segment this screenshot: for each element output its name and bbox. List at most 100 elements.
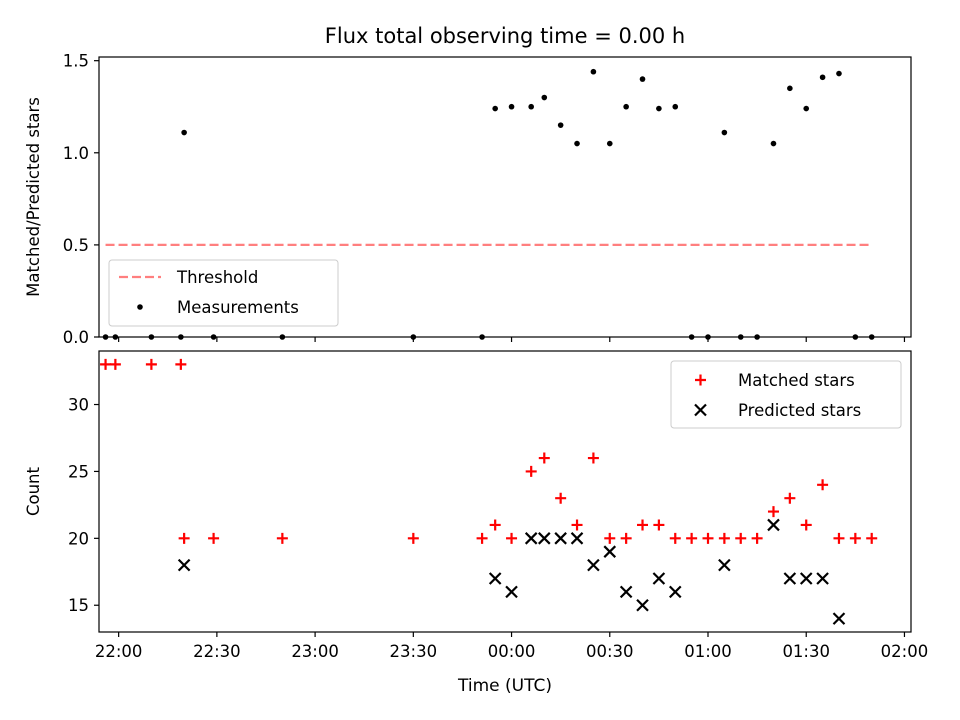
- matched-star-point: [800, 519, 812, 531]
- predicted-star-point: [718, 558, 731, 572]
- measurement-point: [102, 334, 109, 340]
- series-predicted-stars: [177, 518, 846, 625]
- matched-star-point: [735, 532, 747, 544]
- x-tick-label: 00:30: [586, 642, 634, 661]
- x-tick-label: 02:00: [881, 642, 929, 661]
- measurement-point: [836, 70, 842, 77]
- matched-star-point: [686, 532, 698, 544]
- predicted-star-point: [587, 558, 600, 572]
- y-tick-label: 0.0: [63, 328, 89, 347]
- predicted-star-point: [767, 518, 780, 532]
- predicted-star-point: [538, 532, 551, 545]
- predicted-star-point: [488, 572, 502, 585]
- y-tick-label: 20: [68, 529, 89, 548]
- y-tick-label: 30: [68, 396, 89, 415]
- matched-star-point: [817, 479, 829, 491]
- predicted-star-point: [177, 558, 191, 572]
- legend-predicted-label: Predicted stars: [738, 401, 861, 420]
- measurement-point: [112, 334, 119, 340]
- matched-star-point: [407, 532, 419, 544]
- predicted-star-point: [570, 532, 584, 545]
- y-tick-label: 25: [68, 462, 89, 481]
- matched-star-point: [178, 532, 190, 544]
- axes-frame: [98, 56, 912, 338]
- matched-star-point: [175, 358, 187, 370]
- legend-measurements-swatch: [137, 304, 143, 310]
- matched-star-point: [145, 358, 157, 370]
- matched-star-point: [100, 358, 112, 370]
- legend: Matched stars Predicted stars: [670, 360, 902, 429]
- measurement-point: [688, 334, 695, 340]
- legend-box: [108, 259, 339, 327]
- matched-star-point: [571, 519, 583, 531]
- matched-star-point: [751, 532, 763, 544]
- measurement-point: [479, 334, 485, 340]
- measurement-point: [410, 334, 417, 340]
- top-panel: 0.0 0.5 1.0 1.5 Matched/Predicted stars Thres…: [24, 52, 912, 347]
- measurement-point: [754, 334, 760, 340]
- x-tick-label: 22:00: [95, 642, 143, 661]
- x-tick-label: 01:30: [782, 642, 830, 661]
- matched-star-point: [525, 465, 537, 477]
- measurement-point: [656, 105, 662, 112]
- measurement-point: [148, 334, 155, 340]
- matched-star-point: [555, 492, 567, 504]
- measurement-point: [279, 334, 286, 340]
- measurement-point: [672, 103, 679, 110]
- measurement-point: [639, 76, 646, 82]
- measurement-point: [541, 94, 548, 101]
- predicted-star-point: [652, 572, 666, 585]
- predicted-star-point: [668, 585, 682, 599]
- matched-star-point: [620, 532, 632, 544]
- measurement-point: [819, 74, 826, 81]
- measurement-point: [803, 105, 810, 112]
- matched-star-point: [718, 532, 730, 544]
- measurement-point: [852, 334, 859, 340]
- y-tick-label: 1.5: [63, 52, 89, 71]
- predicted-star-point: [783, 572, 797, 585]
- matched-star-point: [489, 519, 501, 531]
- chart-title: Flux total observing time = 0.00 h: [325, 24, 685, 48]
- y-axis-label: Matched/Predicted stars: [24, 97, 43, 297]
- series-matched-stars: [100, 358, 878, 544]
- measurement-point: [574, 140, 580, 147]
- matched-star-point: [833, 532, 845, 544]
- matched-star-point: [276, 532, 288, 544]
- legend: Threshold Measurements: [108, 259, 339, 327]
- measurement-point: [178, 334, 184, 340]
- measurement-point: [770, 140, 777, 147]
- y-tick-label: 0.5: [63, 236, 89, 255]
- measurement-point: [721, 129, 728, 136]
- legend-predicted-swatch: [694, 403, 707, 417]
- measurement-point: [787, 85, 793, 92]
- legend-threshold-label: Threshold: [176, 268, 258, 287]
- x-tick-label: 01:00: [684, 642, 732, 661]
- matched-star-point: [849, 532, 861, 544]
- matched-star-point: [208, 532, 220, 544]
- bottom-panel: 22:00 22:30 23:00 23:30 00:00 00:30 01:00 01:30…: [24, 350, 929, 661]
- matched-star-point: [653, 519, 665, 531]
- x-tick-label: 23:30: [390, 642, 438, 661]
- measurement-point: [508, 103, 515, 110]
- matched-star-point: [669, 532, 681, 544]
- x-tick-label: 23:00: [291, 642, 339, 661]
- matched-star-point: [604, 532, 616, 544]
- matched-star-point: [784, 492, 796, 504]
- matched-star-point: [637, 519, 649, 531]
- x-tick-label: 22:30: [193, 642, 241, 661]
- legend-measurements-label: Measurements: [177, 298, 299, 317]
- predicted-star-point: [554, 532, 567, 545]
- measurement-point: [590, 68, 597, 75]
- legend-box: [670, 360, 902, 429]
- series-measurements: [102, 68, 875, 340]
- x-axis-label: Time (UTC): [457, 676, 552, 696]
- matched-star-point: [866, 532, 878, 544]
- measurement-point: [557, 122, 564, 128]
- matched-star-point: [476, 532, 488, 544]
- matched-star-point: [109, 358, 121, 370]
- predicted-star-point: [799, 572, 813, 585]
- matched-star-point: [538, 452, 550, 464]
- predicted-star-point: [524, 532, 538, 545]
- measurement-point: [868, 334, 875, 340]
